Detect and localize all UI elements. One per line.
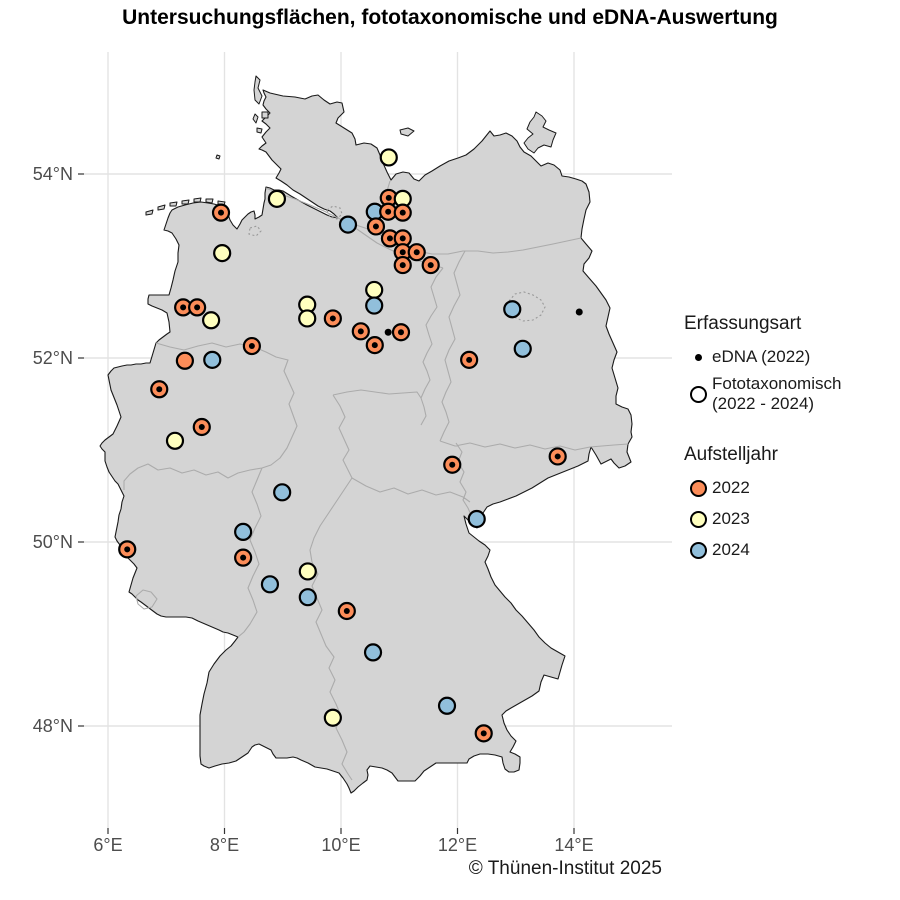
edna-inner-dot <box>240 554 247 561</box>
edna-inner-dot <box>554 453 561 460</box>
edna-inner-dot <box>357 328 364 335</box>
edna-only-point <box>575 308 583 316</box>
site-point <box>338 215 358 234</box>
map-layer <box>99 75 633 794</box>
site-point <box>379 148 398 167</box>
islands <box>145 75 557 216</box>
edna-inner-dot <box>248 343 255 350</box>
legend-aufstelljahr-title: Aufstelljahr <box>684 444 778 465</box>
edna-inner-dot <box>385 208 392 215</box>
year-2022-swatch-icon <box>689 479 707 497</box>
site-point <box>175 351 194 370</box>
edna-inner-dot <box>427 262 434 269</box>
site-point <box>298 309 317 328</box>
site-point <box>467 509 486 529</box>
y-axis-tick-label: 48°N <box>33 716 73 736</box>
edna-inner-dot <box>194 304 201 311</box>
legend-item-fototaxonomisch-label: Fototaxonomisch (2022 - 2024) <box>712 374 842 413</box>
legend-item-edna: eDNA (2022) <box>684 347 900 367</box>
site-point <box>365 296 384 315</box>
site-point <box>165 431 185 450</box>
x-axis-tick-label: 10°E <box>321 835 360 855</box>
site-point <box>365 280 384 300</box>
edna-inner-dot <box>371 342 378 349</box>
site-point <box>437 696 457 715</box>
axis-layer: 6°E 8°E 10°E 12°E 14°E 54°N 52°N 50°N 48°N <box>33 164 594 855</box>
edna-inner-dot <box>385 194 392 201</box>
x-axis-tick-label: 12°E <box>438 835 477 855</box>
legend-item-2023: 2023 <box>684 509 900 529</box>
site-point <box>298 588 317 607</box>
edna-inner-dot <box>156 386 163 393</box>
y-axis-tick-label: 54°N <box>33 164 73 184</box>
site-point <box>363 643 383 662</box>
site-point <box>273 483 292 502</box>
edna-inner-dot <box>372 223 379 230</box>
page-title: Untersuchungsflächen, fototaxonomische u… <box>122 6 778 29</box>
edna-inner-dot <box>180 304 187 311</box>
legend-item-2024-label: 2024 <box>712 540 750 559</box>
site-point <box>213 244 232 263</box>
edna-inner-dot <box>466 356 473 363</box>
site-point <box>234 522 253 541</box>
city-state-borders-dotted <box>248 205 546 322</box>
year-2023-swatch-icon <box>689 510 707 528</box>
legend-item-edna-label: eDNA (2022) <box>712 347 811 366</box>
legend-item-fototaxonomisch: Fototaxonomisch (2022 - 2024) <box>684 374 900 414</box>
site-point <box>203 350 222 369</box>
germany-outline <box>99 89 633 794</box>
legend-item-2022-label: 2022 <box>712 478 750 497</box>
edna-inner-dot <box>343 608 350 614</box>
edna-inner-dot <box>399 262 406 269</box>
edna-inner-dot <box>413 249 420 256</box>
edna-inner-dot <box>449 461 456 468</box>
site-point <box>323 708 342 727</box>
edna-dot-icon <box>694 353 702 361</box>
y-axis-tick-label: 52°N <box>33 348 73 368</box>
site-point <box>513 339 532 358</box>
x-axis-tick-label: 8°E <box>210 835 239 855</box>
edna-inner-dot <box>399 235 406 242</box>
copyright-credit: © Thünen-Institut 2025 <box>468 858 662 879</box>
site-point <box>202 311 221 330</box>
legend-item-2023-label: 2023 <box>712 509 750 528</box>
edna-inner-dot <box>124 546 131 553</box>
legend-item-2024: 2024 <box>684 540 900 560</box>
points-layer <box>118 148 583 743</box>
year-2024-swatch-icon <box>689 541 707 559</box>
edna-only-point <box>384 328 392 336</box>
x-axis-tick-label: 6°E <box>93 835 122 855</box>
y-axis-tick-label: 50°N <box>33 532 73 552</box>
legend-erfassungsart-title: Erfassungsart <box>684 313 802 334</box>
edna-inner-dot <box>198 424 205 430</box>
site-point <box>267 189 287 208</box>
legend: Erfassungsart eDNA (2022) Fototaxonomisc… <box>684 313 900 571</box>
x-axis-tick-label: 14°E <box>554 835 593 855</box>
site-point <box>260 575 280 594</box>
edna-inner-dot <box>399 209 406 216</box>
open-circle-icon <box>689 385 707 403</box>
edna-inner-dot <box>399 249 406 256</box>
legend-item-2022: 2022 <box>684 478 900 498</box>
edna-inner-dot <box>480 730 487 737</box>
edna-inner-dot <box>329 315 336 322</box>
site-point <box>298 562 317 581</box>
site-point <box>503 300 522 319</box>
edna-inner-dot <box>397 329 404 336</box>
edna-inner-dot <box>218 209 225 216</box>
edna-inner-dot <box>386 235 393 242</box>
